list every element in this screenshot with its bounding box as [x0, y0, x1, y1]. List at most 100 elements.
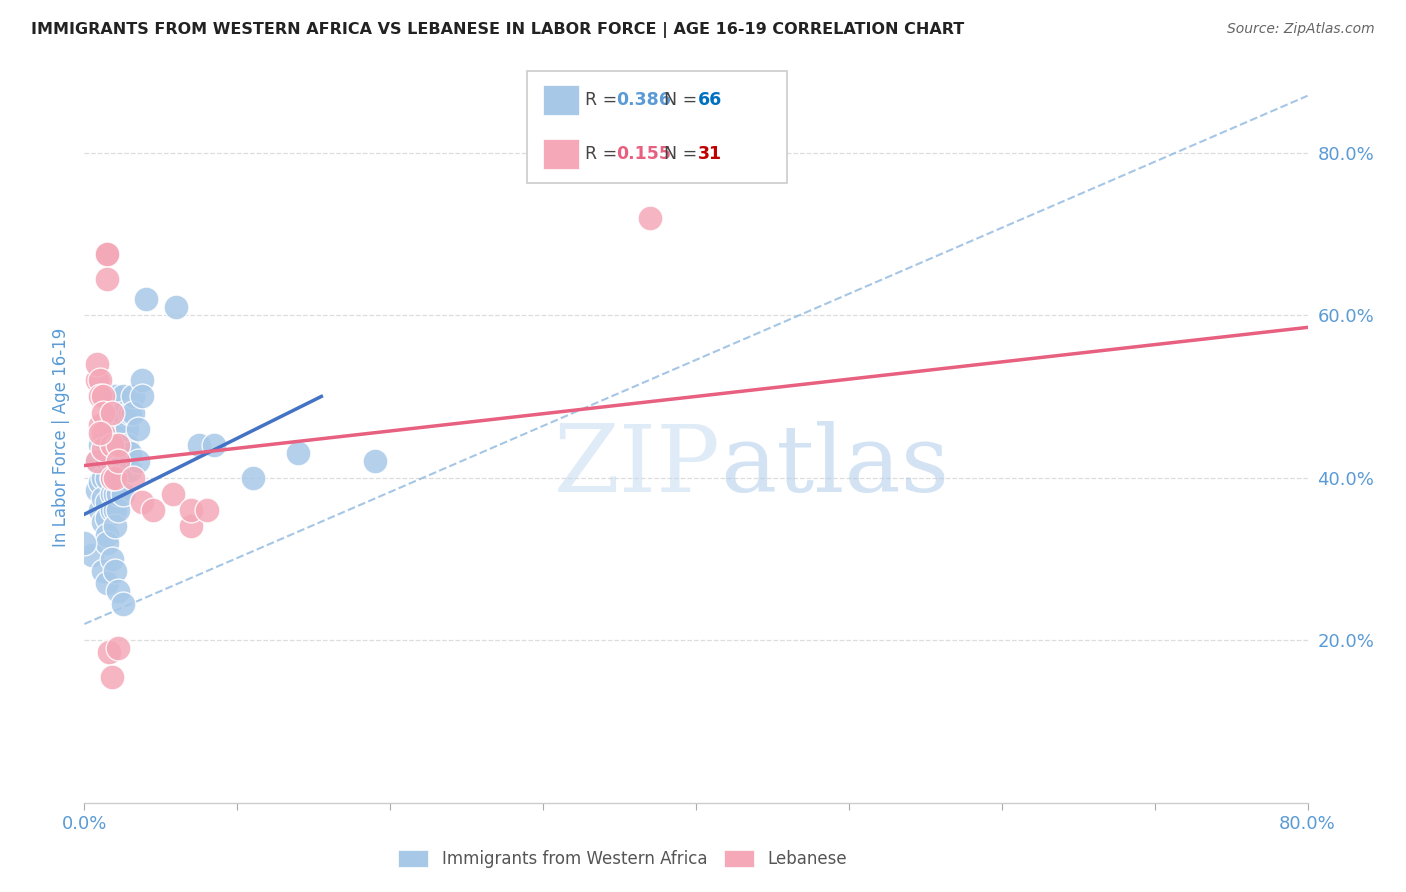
Point — [101, 471, 124, 485]
Point — [111, 438, 134, 452]
Point — [122, 389, 145, 403]
Point — [107, 471, 129, 485]
Point — [73, 535, 96, 549]
Point — [96, 511, 118, 525]
Point — [107, 454, 129, 468]
Point — [242, 471, 264, 485]
Point — [638, 211, 661, 225]
Point — [107, 487, 129, 501]
Point — [96, 535, 118, 549]
Point — [104, 487, 127, 501]
Point — [101, 670, 124, 684]
Point — [162, 487, 184, 501]
Point — [91, 406, 114, 420]
Point — [115, 422, 138, 436]
Point — [91, 471, 114, 485]
Point — [91, 389, 114, 403]
Point — [101, 471, 124, 485]
Point — [111, 487, 134, 501]
Point — [101, 438, 124, 452]
Point — [96, 471, 118, 485]
Point — [107, 641, 129, 656]
Point — [86, 373, 108, 387]
Point — [96, 454, 118, 468]
Text: 31: 31 — [697, 145, 721, 163]
Text: 0.386: 0.386 — [616, 91, 671, 109]
Point — [122, 406, 145, 420]
Point — [135, 292, 157, 306]
Point — [91, 442, 114, 457]
Text: ZIP: ZIP — [554, 421, 720, 511]
Point — [180, 519, 202, 533]
Point — [96, 271, 118, 285]
Point — [101, 487, 124, 501]
Point — [104, 503, 127, 517]
Point — [91, 491, 114, 505]
Point — [96, 527, 118, 541]
Point — [131, 495, 153, 509]
Point — [107, 422, 129, 436]
Point — [131, 373, 153, 387]
Point — [127, 454, 149, 468]
Point — [96, 438, 118, 452]
Point — [142, 503, 165, 517]
Point — [104, 454, 127, 468]
Point — [89, 425, 111, 440]
Text: R =: R = — [585, 145, 623, 163]
Point — [101, 454, 124, 468]
Point — [104, 564, 127, 578]
Point — [86, 483, 108, 497]
Point — [165, 300, 187, 314]
Point — [111, 389, 134, 403]
Point — [115, 438, 138, 452]
Point — [101, 438, 124, 452]
Point — [101, 552, 124, 566]
Point — [120, 462, 142, 476]
Point — [104, 471, 127, 485]
Point — [111, 454, 134, 468]
Point — [131, 389, 153, 403]
Point — [104, 438, 127, 452]
Point — [188, 438, 211, 452]
Text: 66: 66 — [697, 91, 721, 109]
Point — [89, 475, 111, 489]
Point — [107, 438, 129, 452]
Text: Source: ZipAtlas.com: Source: ZipAtlas.com — [1227, 22, 1375, 37]
Point — [104, 471, 127, 485]
Point — [107, 584, 129, 599]
Point — [104, 422, 127, 436]
Point — [107, 454, 129, 468]
Point — [111, 406, 134, 420]
Point — [89, 438, 111, 452]
Point — [96, 247, 118, 261]
Point — [111, 597, 134, 611]
Point — [364, 454, 387, 468]
Y-axis label: In Labor Force | Age 16-19: In Labor Force | Age 16-19 — [52, 327, 70, 547]
Point — [91, 425, 114, 440]
Text: IMMIGRANTS FROM WESTERN AFRICA VS LEBANESE IN LABOR FORCE | AGE 16-19 CORRELATIO: IMMIGRANTS FROM WESTERN AFRICA VS LEBANE… — [31, 22, 965, 38]
Text: N =: N = — [664, 91, 703, 109]
Point — [86, 454, 108, 468]
Point — [107, 438, 129, 452]
Point — [89, 373, 111, 387]
Point — [89, 417, 111, 432]
Text: 0.155: 0.155 — [616, 145, 671, 163]
Point — [122, 471, 145, 485]
Text: R =: R = — [585, 91, 623, 109]
Point — [97, 645, 120, 659]
Point — [180, 503, 202, 517]
Point — [107, 503, 129, 517]
Point — [120, 406, 142, 420]
Text: N =: N = — [664, 145, 703, 163]
Point — [91, 446, 114, 460]
Point — [101, 406, 124, 420]
Point — [120, 446, 142, 460]
Point — [80, 548, 103, 562]
Point — [86, 357, 108, 371]
Point — [91, 564, 114, 578]
Point — [96, 247, 118, 261]
Point — [104, 519, 127, 533]
Point — [89, 389, 111, 403]
Point — [287, 446, 309, 460]
Point — [91, 516, 114, 530]
